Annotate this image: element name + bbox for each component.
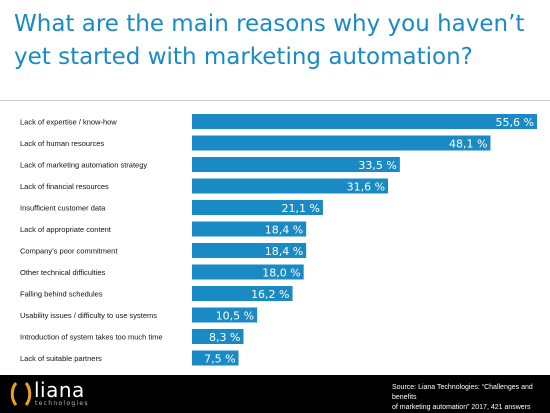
category-label: Lack of financial resources (20, 182, 109, 191)
category-label: Lack of marketing automation strategy (20, 161, 147, 170)
bar (192, 264, 304, 280)
bar (192, 200, 323, 215)
brand-subtitle: technologies (35, 400, 89, 407)
bar (192, 135, 491, 151)
brand-name: liana (34, 378, 85, 402)
bar-value-label: 7,5 % (204, 353, 235, 366)
bar-value-label: 10,5 % (216, 310, 254, 323)
category-label: Insufficient customer data (20, 204, 106, 213)
bar (192, 157, 400, 172)
footer-bar: liana technologies Source: Liana Technol… (0, 375, 550, 413)
bar-value-label: 21,1 % (281, 202, 319, 215)
bar-value-label: 33,5 % (358, 159, 396, 172)
category-label: Usability issues / difficulty to use sys… (20, 311, 157, 320)
bar-value-label: 18,4 % (265, 224, 303, 237)
bar (192, 286, 293, 301)
source-note: Source: Liana Technologies: “Challenges … (392, 383, 548, 413)
liana-logo-mark-icon (10, 382, 32, 406)
category-label: Lack of expertise / know-how (20, 118, 117, 127)
bar (192, 329, 244, 344)
category-label: Lack of human resources (20, 139, 104, 148)
bar-value-label: 18,0 % (262, 267, 300, 280)
bar (192, 221, 307, 237)
category-label: Lack of appropriate content (20, 225, 112, 234)
bar (192, 243, 307, 258)
bar-value-label: 55,6 % (496, 116, 534, 129)
bar-value-label: 8,3 % (209, 331, 240, 344)
title-divider (0, 100, 550, 101)
chart-title: What are the main reasons why you haven’… (14, 11, 525, 70)
category-label: Company’s poor commitment (20, 247, 118, 256)
bar (192, 178, 389, 194)
bar-value-label: 18,4 % (265, 245, 303, 258)
bar-value-label: 16,2 % (251, 288, 289, 301)
bar-value-label: 31,6 % (347, 181, 385, 194)
bar (192, 114, 537, 129)
bar (192, 307, 258, 323)
category-label: Falling behind schedules (20, 290, 103, 299)
source-line-1: Source: Liana Technologies: “Challenges … (392, 384, 533, 401)
category-label: Lack of suitable partners (20, 354, 102, 363)
bar-chart: Lack of expertise / know-how 55,6 % Lack o… (20, 114, 537, 366)
category-label: Other technical difficulties (20, 268, 106, 277)
source-line-2: of marketing automation” 2017, 421 answe… (392, 404, 531, 411)
category-label: Introduction of system takes too much ti… (20, 333, 163, 342)
bar-value-label: 48,1 % (449, 138, 487, 151)
bar (192, 350, 239, 366)
